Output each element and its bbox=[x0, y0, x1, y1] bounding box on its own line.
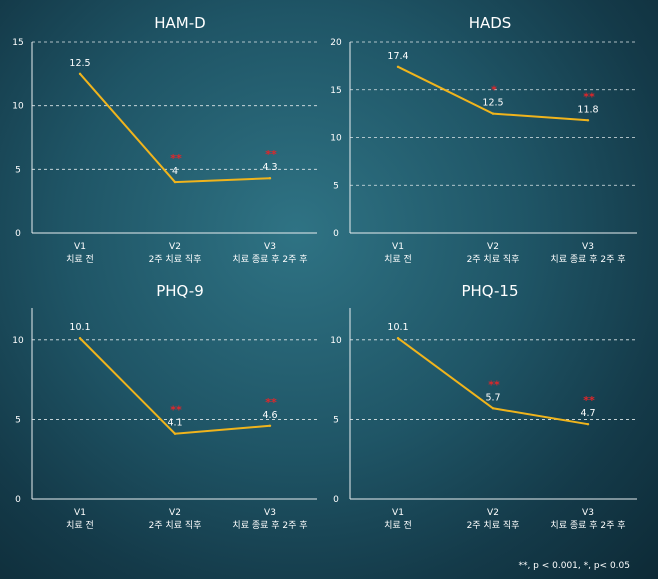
y-tick-label: 0 bbox=[333, 495, 339, 505]
x-tick-label: V1 bbox=[392, 242, 404, 252]
y-tick-label: 5 bbox=[15, 165, 21, 175]
data-label: 5.7 bbox=[485, 392, 500, 403]
data-point bbox=[491, 112, 495, 115]
y-tick-label: 0 bbox=[333, 229, 339, 239]
data-label: 10.1 bbox=[387, 322, 408, 333]
data-point bbox=[78, 72, 82, 76]
x-tick-sublabel: 치료 전 bbox=[66, 519, 94, 531]
chart-title: HAM-D bbox=[154, 14, 205, 32]
data-label: 12.5 bbox=[482, 98, 503, 109]
x-tick-label: V3 bbox=[582, 242, 594, 252]
data-point bbox=[586, 119, 590, 122]
data-point bbox=[173, 432, 177, 435]
significance-marker: ** bbox=[265, 396, 277, 409]
chart-title: HADS bbox=[469, 14, 512, 32]
significance-footnote: **, p < 0.001, *, p< 0.05 bbox=[518, 561, 630, 571]
chart-title: PHQ-15 bbox=[461, 282, 518, 300]
data-point bbox=[491, 407, 495, 410]
significance-marker: ** bbox=[583, 394, 595, 407]
x-tick-sublabel: 치료 종료 후 2주 후 bbox=[232, 253, 307, 265]
y-tick-label: 15 bbox=[330, 86, 341, 96]
significance-marker: ** bbox=[488, 378, 500, 391]
y-tick-label: 10 bbox=[12, 102, 24, 112]
x-tick-sublabel: 치료 전 bbox=[384, 519, 412, 531]
x-tick-sublabel: 치료 전 bbox=[66, 253, 94, 265]
x-tick-sublabel: 치료 종료 후 2주 후 bbox=[550, 253, 625, 265]
y-tick-label: 10 bbox=[330, 134, 342, 144]
significance-marker: ** bbox=[170, 404, 182, 417]
data-point bbox=[268, 177, 272, 180]
x-tick-label: V3 bbox=[264, 508, 276, 518]
significance-marker: ** bbox=[583, 90, 595, 103]
data-label: 4.7 bbox=[580, 408, 595, 419]
y-tick-label: 20 bbox=[330, 38, 342, 48]
data-label: 4 bbox=[172, 166, 178, 177]
data-label: 4.6 bbox=[262, 410, 277, 421]
x-tick-sublabel: 2주 치료 직후 bbox=[467, 519, 520, 531]
x-tick-sublabel: 치료 종료 후 2주 후 bbox=[232, 519, 307, 531]
data-point bbox=[396, 337, 400, 340]
data-point bbox=[78, 337, 82, 340]
x-tick-label: V2 bbox=[487, 242, 499, 252]
y-tick-label: 5 bbox=[15, 415, 21, 425]
x-tick-label: V1 bbox=[74, 508, 86, 518]
y-tick-label: 15 bbox=[12, 38, 23, 48]
data-label: 12.5 bbox=[69, 58, 90, 69]
y-tick-label: 10 bbox=[12, 336, 24, 346]
data-label: 4.1 bbox=[167, 418, 182, 429]
x-tick-label: V3 bbox=[264, 242, 276, 252]
x-tick-label: V1 bbox=[74, 242, 86, 252]
significance-marker: ** bbox=[170, 152, 182, 165]
data-point bbox=[268, 424, 272, 427]
significance-marker: ** bbox=[265, 148, 277, 161]
chart-title: PHQ-9 bbox=[156, 282, 204, 300]
data-label: 11.8 bbox=[577, 104, 598, 115]
y-tick-label: 0 bbox=[15, 229, 21, 239]
x-tick-sublabel: 2주 치료 직후 bbox=[467, 253, 520, 265]
data-point bbox=[586, 422, 590, 426]
x-tick-sublabel: 2주 치료 직후 bbox=[149, 253, 202, 265]
significance-marker: * bbox=[491, 84, 497, 97]
y-tick-label: 10 bbox=[330, 336, 342, 346]
y-tick-label: 0 bbox=[15, 495, 21, 505]
x-tick-label: V2 bbox=[487, 508, 499, 518]
y-tick-label: 5 bbox=[333, 415, 339, 425]
data-point bbox=[173, 180, 177, 184]
x-tick-label: V3 bbox=[582, 508, 594, 518]
x-tick-sublabel: 2주 치료 직후 bbox=[149, 519, 202, 531]
data-point bbox=[396, 65, 400, 69]
data-label: 17.4 bbox=[387, 51, 408, 62]
x-tick-label: V2 bbox=[169, 242, 181, 252]
data-label: 4.3 bbox=[262, 162, 277, 173]
y-tick-label: 5 bbox=[333, 181, 339, 191]
x-tick-label: V2 bbox=[169, 508, 181, 518]
x-tick-sublabel: 치료 전 bbox=[384, 253, 412, 265]
x-tick-label: V1 bbox=[392, 508, 404, 518]
x-tick-sublabel: 치료 종료 후 2주 후 bbox=[550, 519, 625, 531]
data-label: 10.1 bbox=[69, 322, 90, 333]
